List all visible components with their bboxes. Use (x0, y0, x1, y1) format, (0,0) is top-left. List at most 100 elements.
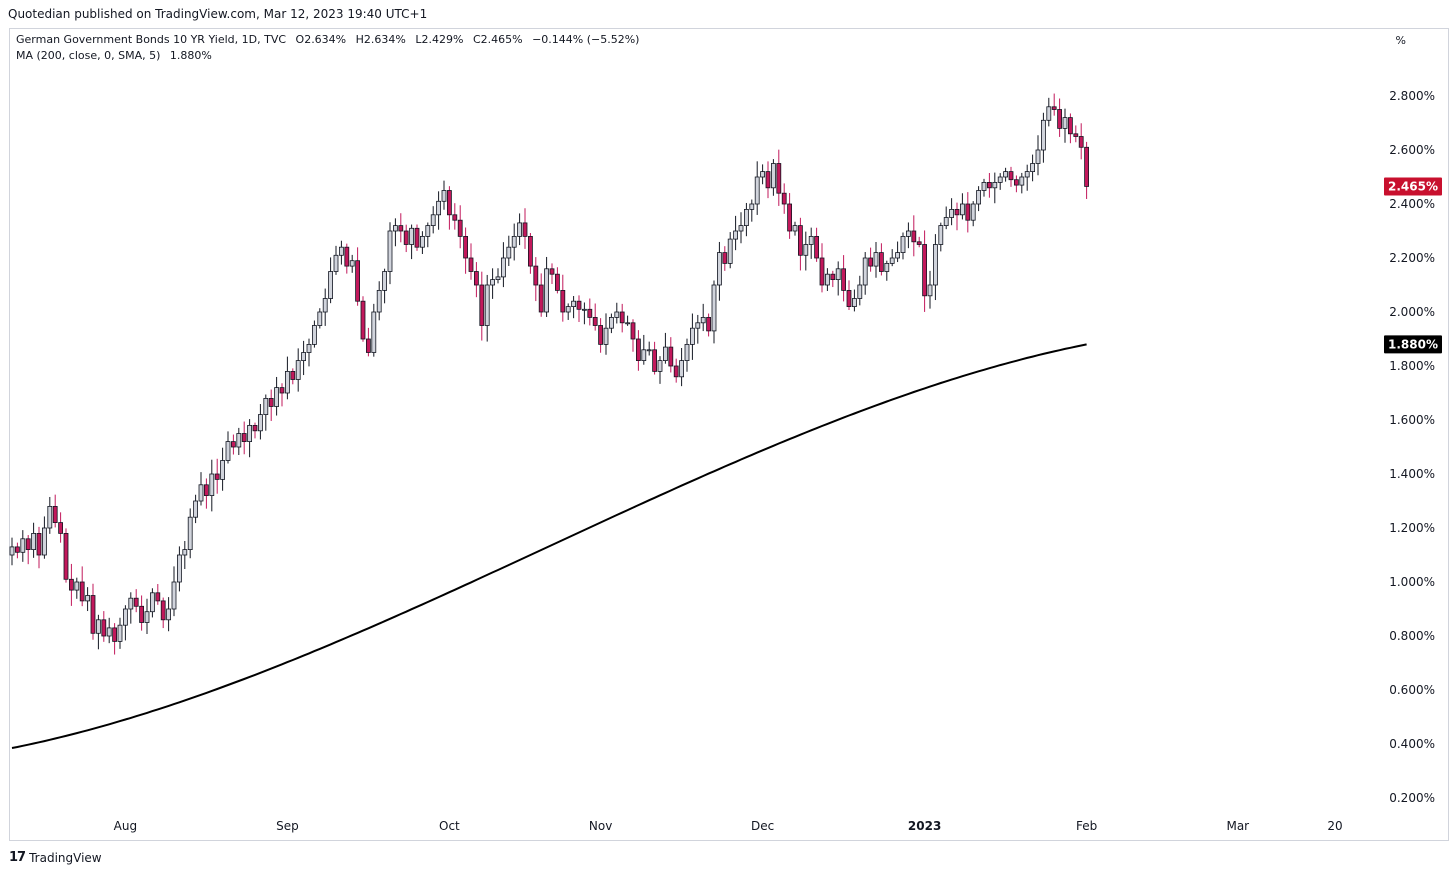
candle (803, 231, 809, 271)
candle (722, 246, 728, 271)
candle (473, 262, 479, 298)
candle-body (365, 338, 371, 353)
candle (873, 241, 879, 278)
candle-body (117, 624, 123, 642)
candle (85, 587, 90, 612)
candle (20, 530, 26, 562)
candle-body (484, 284, 490, 326)
candle-body (576, 300, 582, 310)
y-tick-label: 2.600% (1389, 143, 1435, 157)
candle (1008, 166, 1014, 187)
candle (981, 178, 987, 197)
axis-unit-label: % (1395, 34, 1406, 47)
candle-body (58, 522, 63, 534)
candle (938, 222, 944, 252)
candle (906, 222, 911, 249)
candle (79, 566, 85, 607)
candle (209, 459, 215, 512)
candle-body (306, 343, 312, 353)
y-tick-label: 1.800% (1389, 359, 1435, 373)
candle-body (14, 546, 20, 553)
candle-body (954, 208, 960, 216)
candle-body (765, 171, 771, 189)
candle-body (1030, 163, 1035, 172)
candle (274, 376, 280, 416)
candle-body (112, 627, 117, 642)
candle (646, 341, 652, 356)
x-tick-label: 20 (1327, 819, 1342, 833)
time-axis: Aug Sep Oct Nov Dec 2023 Feb Mar 20 (114, 819, 1343, 833)
last-price-badge: 2.465% (1384, 177, 1442, 196)
candle-body (1057, 109, 1062, 129)
candle (25, 535, 31, 565)
candle (511, 223, 517, 261)
candle-body (382, 271, 388, 291)
candle-body (960, 203, 965, 216)
candle (382, 268, 388, 304)
x-tick-label: Mar (1226, 819, 1249, 833)
x-tick-label: 2023 (908, 819, 941, 833)
candle (47, 496, 53, 534)
candle (263, 394, 269, 431)
candle-body (841, 268, 846, 291)
candle-body (436, 200, 442, 216)
candle-body (933, 244, 938, 286)
candle (101, 611, 107, 642)
candle (1084, 141, 1089, 199)
candle (290, 368, 296, 385)
candle-body (52, 505, 58, 523)
ma-value-badge: 1.880% (1384, 335, 1442, 354)
candle-body (495, 276, 501, 280)
candle-body (333, 254, 339, 272)
candle-body (927, 284, 933, 297)
x-tick-label: Dec (751, 819, 774, 833)
candle (916, 236, 922, 248)
candle (781, 183, 787, 214)
chart-frame[interactable] (9, 28, 1449, 841)
candle (176, 546, 182, 592)
candle (576, 295, 582, 322)
candle-body (274, 387, 280, 407)
candle-body (25, 538, 31, 550)
candle-body (473, 271, 479, 286)
candle-body (355, 260, 361, 302)
candle-body (284, 370, 290, 394)
candle (652, 341, 657, 375)
candle-body (889, 257, 895, 264)
candle (690, 313, 695, 360)
candle-body (722, 252, 728, 264)
candle (1046, 97, 1052, 127)
candle (112, 623, 117, 655)
ma-indicator-label[interactable]: MA (200, close, 0, SMA, 5) (16, 49, 161, 62)
y-tick-label: 2.200% (1389, 251, 1435, 265)
candle-body (47, 505, 53, 529)
candle-body (738, 225, 744, 232)
candle (592, 303, 598, 331)
candle (927, 270, 933, 309)
candle-body (1073, 133, 1079, 137)
symbol-title[interactable]: German Government Bonds 10 YR Yield, 1D,… (16, 33, 287, 46)
candle-body (133, 597, 139, 607)
candle (900, 232, 906, 260)
candle-body (582, 308, 587, 311)
candle-body (257, 414, 263, 432)
candle (63, 528, 69, 583)
candle-body (187, 516, 193, 551)
candle (641, 334, 647, 365)
candle-body (857, 284, 863, 299)
candle (868, 247, 873, 272)
tradingview-brand[interactable]: 17 TradingView (9, 850, 102, 865)
candle-body (911, 230, 917, 243)
candle (560, 274, 566, 322)
candle (857, 275, 863, 306)
candle-body (441, 190, 447, 202)
candle (614, 302, 620, 324)
candle (1051, 93, 1057, 116)
candle-body (247, 424, 253, 442)
candle-body (555, 273, 560, 291)
candle-body (668, 346, 674, 367)
candle (733, 215, 738, 251)
candle-body (609, 316, 614, 329)
candle (776, 149, 782, 206)
